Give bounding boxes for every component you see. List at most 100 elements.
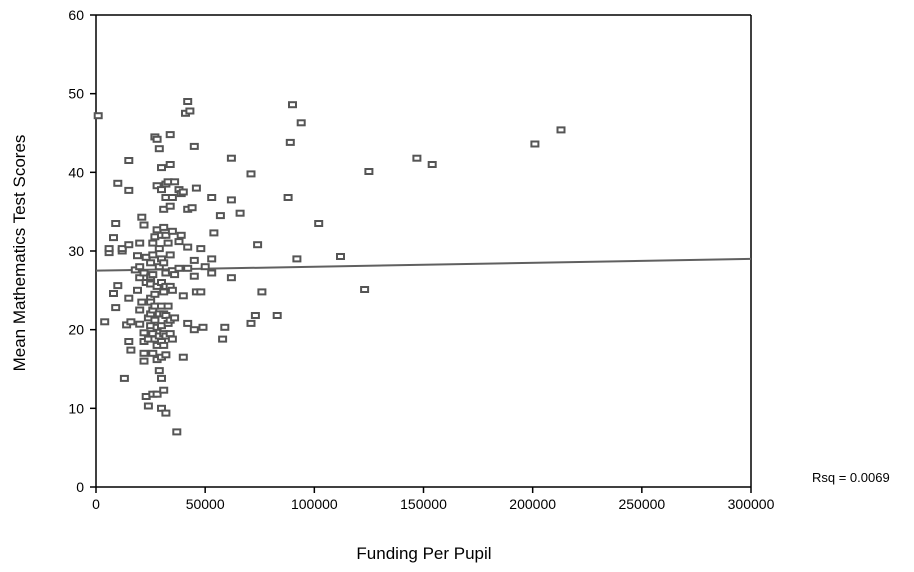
data-point: [170, 178, 180, 186]
data-point: [165, 330, 175, 338]
data-point: [191, 184, 201, 192]
data-point: [152, 135, 162, 143]
data-point: [183, 98, 193, 105]
data-point: [530, 140, 540, 148]
data-point: [159, 259, 169, 267]
data-point: [283, 194, 293, 201]
data-point: [159, 341, 169, 349]
data-point: [126, 318, 136, 326]
data-point: [159, 288, 169, 296]
data-point: [100, 318, 110, 326]
data-point: [109, 234, 118, 242]
data-point: [198, 323, 208, 331]
data-point: [235, 209, 245, 217]
data-point: [172, 428, 182, 436]
data-point: [133, 252, 142, 260]
data-point: [113, 282, 123, 290]
data-point: [189, 256, 199, 264]
data-point: [111, 220, 121, 227]
data-point: [139, 221, 149, 229]
data-point: [220, 323, 230, 331]
data-point: [139, 349, 149, 357]
data-point: [176, 231, 186, 239]
data-point: [412, 154, 422, 162]
data-point: [178, 188, 188, 196]
data-point: [189, 326, 199, 334]
data-point: [226, 196, 236, 204]
data-point: [183, 243, 193, 251]
data-point: [185, 107, 195, 115]
data-point: [148, 251, 158, 259]
data-point: [207, 194, 217, 201]
data-point: [364, 168, 374, 175]
data-point: [135, 306, 145, 314]
data-point: [292, 255, 302, 263]
data-point: [196, 288, 206, 296]
data-point: [165, 251, 175, 259]
data-point: [161, 231, 171, 239]
data-point: [157, 164, 166, 172]
data-point: [246, 170, 256, 178]
data-point: [427, 161, 437, 168]
data-point: [167, 227, 177, 235]
data-point: [152, 390, 162, 398]
data-point: [314, 220, 324, 227]
y-axis-title: Mean Mathematics Test Scores: [10, 135, 29, 372]
x-tick-label: 300000: [728, 496, 775, 512]
data-point: [174, 238, 184, 246]
points-layer: [93, 98, 566, 436]
data-point: [157, 186, 166, 194]
x-axis-title: Funding Per Pupil: [356, 544, 491, 563]
data-point: [288, 101, 297, 109]
data-point: [226, 274, 236, 282]
rsq-label: Rsq = 0.0069: [812, 470, 890, 485]
data-point: [119, 374, 129, 382]
data-point: [124, 338, 134, 345]
data-point: [189, 272, 199, 280]
data-point: [161, 409, 171, 417]
data-point: [178, 353, 188, 361]
data-point: [148, 271, 158, 279]
x-tick-label: 100000: [291, 496, 338, 512]
data-point: [143, 402, 153, 410]
data-point: [163, 239, 173, 247]
data-point: [165, 131, 175, 139]
data-point: [154, 367, 164, 375]
data-point: [135, 320, 145, 328]
y-tick-label: 20: [68, 322, 84, 338]
data-point: [360, 286, 370, 293]
data-point: [150, 316, 160, 324]
data-point: [285, 138, 295, 146]
x-tick-label: 0: [92, 496, 100, 512]
data-point: [296, 119, 306, 127]
data-point: [161, 351, 171, 359]
data-point: [154, 245, 164, 253]
data-point: [109, 290, 118, 297]
axes: 0 10 20 30 40 50 60 0 50000 100000 150000 200000 250…: [68, 7, 774, 512]
data-point: [137, 298, 147, 306]
data-point: [146, 259, 156, 267]
data-point: [272, 312, 282, 319]
data-point: [200, 263, 210, 271]
data-point: [246, 319, 256, 327]
y-tick-label: 0: [76, 479, 84, 495]
y-tick-label: 30: [68, 243, 84, 259]
data-point: [250, 312, 260, 319]
data-point: [124, 186, 134, 194]
data-point: [165, 202, 175, 210]
y-tick-label: 40: [68, 164, 84, 180]
x-tick-label: 250000: [618, 496, 665, 512]
y-tick-label: 60: [68, 7, 84, 23]
data-point: [124, 241, 134, 249]
data-point: [170, 271, 180, 279]
data-point: [159, 223, 169, 231]
data-point: [257, 288, 267, 296]
data-point: [133, 286, 142, 294]
data-point: [124, 157, 134, 164]
data-point: [189, 142, 199, 150]
data-point: [139, 329, 149, 337]
data-point: [139, 357, 149, 365]
data-point: [215, 212, 225, 220]
data-point: [174, 264, 184, 272]
